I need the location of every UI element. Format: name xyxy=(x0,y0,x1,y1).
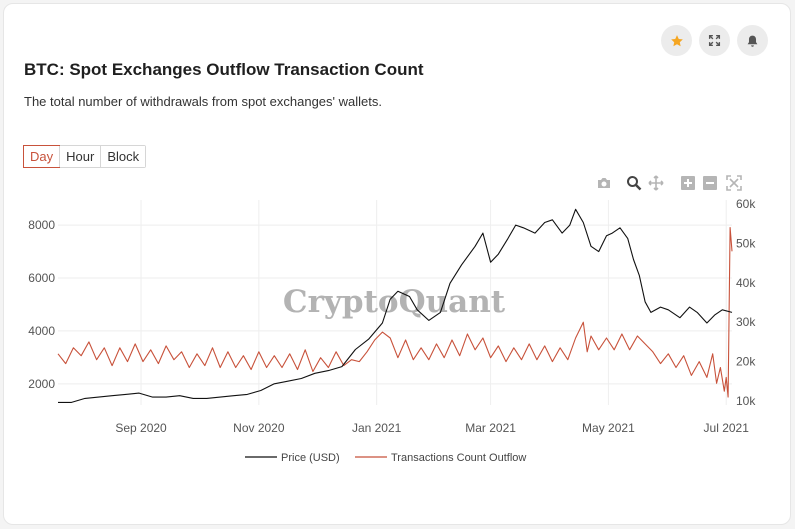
y-right-tick-label: 20k xyxy=(736,355,756,369)
y-right-tick-label: 30k xyxy=(736,315,756,329)
outflow-series-line[interactable] xyxy=(57,227,733,398)
autoscale-icon[interactable] xyxy=(726,175,742,191)
x-tick-label: Mar 2021 xyxy=(465,421,516,435)
price-series-line[interactable] xyxy=(58,208,733,403)
page-subtitle: The total number of withdrawals from spo… xyxy=(24,94,382,109)
pan-icon[interactable] xyxy=(648,175,664,191)
y-right-tick-label: 60k xyxy=(736,197,756,211)
y-left-tick-label: 2000 xyxy=(28,377,55,391)
chart-modebar xyxy=(596,175,742,191)
bell-icon[interactable] xyxy=(737,25,768,56)
zoom-out-icon[interactable] xyxy=(702,175,718,191)
y-left-tick-label: 8000 xyxy=(28,218,55,232)
tab-day[interactable]: Day xyxy=(23,145,61,168)
legend-outflow-label[interactable]: Transactions Count Outflow xyxy=(391,452,526,464)
expand-icon[interactable] xyxy=(699,25,730,56)
star-icon[interactable] xyxy=(661,25,692,56)
y-right-tick-label: 40k xyxy=(736,276,756,290)
y-left-tick-label: 6000 xyxy=(28,271,55,285)
page-title: BTC: Spot Exchanges Outflow Transaction … xyxy=(24,60,424,79)
chart-card xyxy=(3,3,791,525)
card-actions xyxy=(661,25,768,56)
resolution-tabs: Day Hour Block xyxy=(23,145,147,168)
y-axis-right: 10k 20k 30k 40k 50k 60k xyxy=(736,197,756,408)
zoom-in-icon[interactable] xyxy=(680,175,696,191)
y-axis-left: 2000 4000 6000 8000 xyxy=(28,218,55,391)
legend: Price (USD) Transactions Count Outflow xyxy=(245,452,526,464)
x-tick-label: Nov 2020 xyxy=(233,421,285,435)
x-axis: Sep 2020 Nov 2020 Jan 2021 Mar 2021 May 2021… xyxy=(115,421,749,435)
tab-block[interactable]: Block xyxy=(100,146,146,167)
tab-hour[interactable]: Hour xyxy=(59,146,101,167)
chart-grid xyxy=(58,200,732,405)
y-right-tick-label: 50k xyxy=(736,236,756,250)
y-left-tick-label: 4000 xyxy=(28,324,55,338)
x-tick-label: May 2021 xyxy=(582,421,635,435)
x-tick-label: Jan 2021 xyxy=(352,421,402,435)
legend-price-label[interactable]: Price (USD) xyxy=(281,452,340,464)
watermark: CryptoQuant xyxy=(283,284,506,320)
camera-icon[interactable] xyxy=(596,175,612,191)
y-right-tick-label: 10k xyxy=(736,394,756,408)
x-tick-label: Jul 2021 xyxy=(704,421,750,435)
series-layer xyxy=(57,208,733,403)
x-tick-label: Sep 2020 xyxy=(115,421,167,435)
zoom-icon[interactable] xyxy=(626,175,642,191)
